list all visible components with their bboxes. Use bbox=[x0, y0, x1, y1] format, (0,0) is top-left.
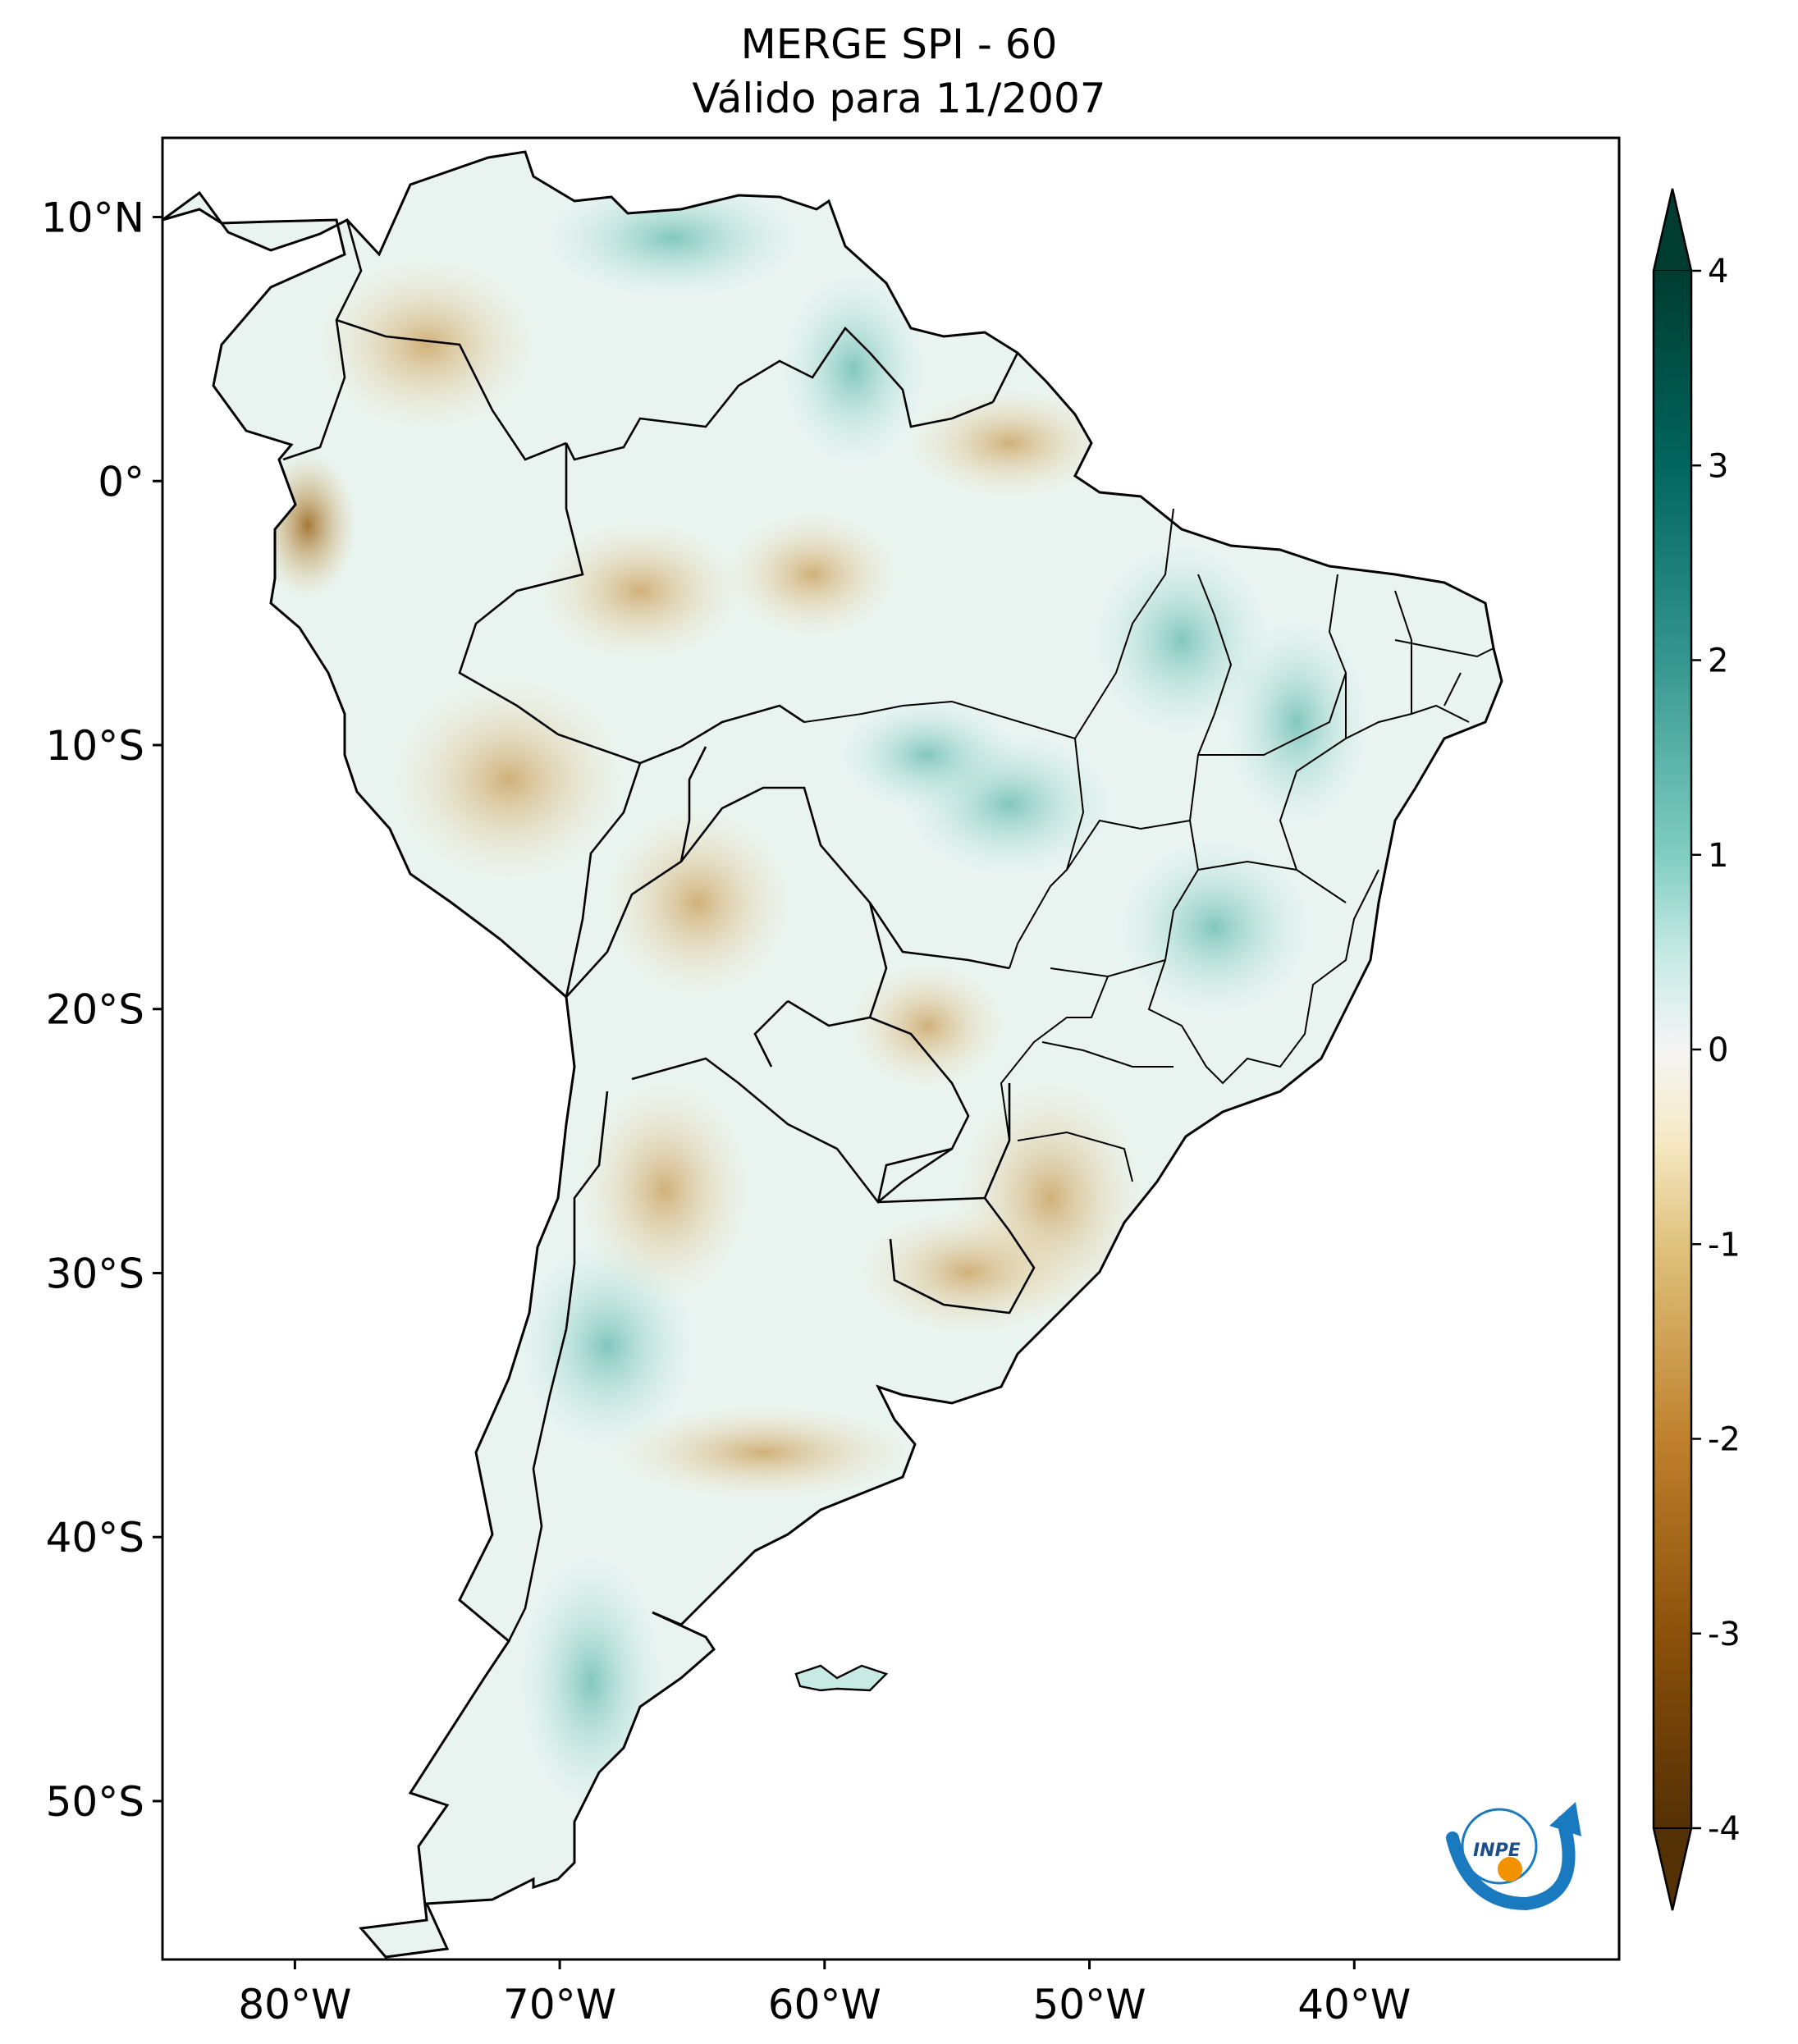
longitude-axis: 80°W 70°W 60°W 50°W 40°W bbox=[238, 1959, 1411, 2028]
logo-arrow-head bbox=[1549, 1802, 1581, 1836]
colorbar: 4 3 2 1 0 -1 -2 -3 -4 bbox=[1652, 188, 1741, 1911]
lat-tick-label: 50°S bbox=[46, 1778, 144, 1826]
falkland-islands bbox=[794, 1664, 889, 1692]
colorbar-tick-label: -1 bbox=[1708, 1226, 1741, 1264]
map-title: MERGE SPI - 60 bbox=[740, 21, 1058, 68]
colorbar-tick-label: 4 bbox=[1708, 253, 1728, 290]
latitude-axis: 10°N 0° 10°S 20°S 30°S 40°S 50°S bbox=[41, 194, 162, 1826]
logo-sun-dot bbox=[1498, 1857, 1522, 1882]
lon-tick-label: 50°W bbox=[1033, 1981, 1146, 2028]
country-borders bbox=[282, 219, 1036, 1642]
colorbar-tick-label: 3 bbox=[1708, 447, 1728, 485]
colorbar-extend-min bbox=[1652, 1827, 1693, 1911]
colorbar-tick-label: -2 bbox=[1708, 1421, 1741, 1459]
lat-tick-label: 0° bbox=[98, 458, 144, 505]
colorbar-tick-label: 1 bbox=[1708, 837, 1728, 875]
map-subtitle: Válido para 11/2007 bbox=[692, 75, 1106, 122]
lat-tick-label: 20°S bbox=[46, 986, 144, 1034]
state-borders bbox=[803, 508, 1494, 1182]
logo-orbit-ring bbox=[1461, 1808, 1538, 1885]
lat-tick-label: 30°S bbox=[46, 1250, 144, 1297]
lon-tick-label: 80°W bbox=[238, 1981, 351, 2028]
map-frame bbox=[161, 136, 1621, 1961]
colorbar-tick-label: 2 bbox=[1708, 642, 1728, 680]
lon-tick-label: 60°W bbox=[768, 1981, 881, 2028]
lon-tick-label: 70°W bbox=[503, 1981, 616, 2028]
lat-tick-label: 10°S bbox=[46, 722, 144, 770]
lon-tick-label: 40°W bbox=[1297, 1981, 1411, 2028]
colorbar-tick-label: 0 bbox=[1708, 1031, 1728, 1069]
logo-text: INPE bbox=[1473, 1841, 1521, 1861]
colorbar-tick-label: -3 bbox=[1708, 1616, 1741, 1653]
logo-swoosh bbox=[1446, 1815, 1576, 1911]
colorbar-gradient bbox=[1654, 271, 1691, 1828]
colorbar-ticks: 4 3 2 1 0 -1 -2 -3 -4 bbox=[1691, 253, 1741, 1848]
colorbar-extend-max bbox=[1652, 188, 1693, 272]
lat-tick-label: 40°S bbox=[46, 1514, 144, 1562]
colorbar-tick-label: -4 bbox=[1708, 1810, 1741, 1848]
lat-tick-label: 10°N bbox=[41, 194, 144, 242]
inpe-logo: INPE bbox=[1446, 1802, 1581, 1911]
